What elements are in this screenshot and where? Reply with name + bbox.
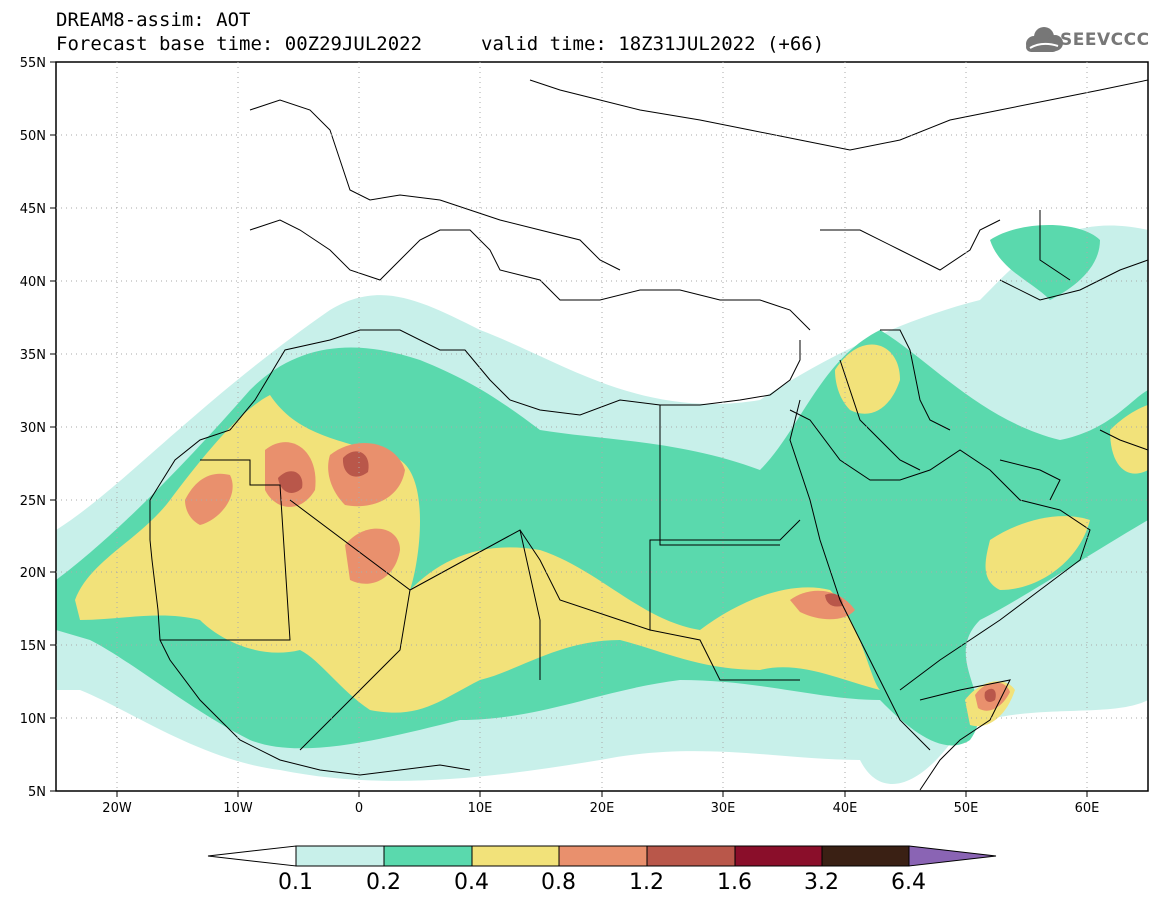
colorbar-label: 6.4 — [891, 870, 926, 895]
colorbar-label: 1.2 — [629, 870, 664, 895]
lon-label: 10W — [223, 801, 253, 816]
lon-label: 50E — [954, 801, 979, 816]
colorbar-swatch — [471, 845, 560, 867]
colorbar-label: 0.2 — [366, 870, 401, 895]
lon-label: 60E — [1075, 801, 1100, 816]
lon-label: 40E — [833, 801, 858, 816]
colorbar-swatch — [383, 845, 473, 867]
coastlines — [149, 79, 1148, 791]
lat-label: 50N — [20, 129, 46, 144]
colorbar-over-arrow — [908, 845, 997, 867]
colorbar-swatch — [558, 845, 648, 867]
colorbar-label: 0.8 — [541, 870, 576, 895]
lat-label: 40N — [20, 275, 46, 290]
lat-labels: 55N 50N 45N 40N 35N 30N 25N 20N 15N 10N … — [20, 56, 46, 800]
aot-field — [56, 225, 1148, 784]
lon-label: 20E — [590, 801, 615, 816]
lat-label: 5N — [28, 785, 46, 800]
colorbar — [207, 845, 997, 867]
colorbar-swatch — [295, 845, 385, 867]
lat-label: 15N — [20, 639, 46, 654]
lat-label: 20N — [20, 566, 46, 581]
lon-label: 30E — [711, 801, 736, 816]
lon-labels: 20W 10W 0 10E 20E 30E 40E 50E 60E — [102, 801, 1099, 816]
colorbar-under-arrow — [207, 845, 297, 867]
colorbar-label: 3.2 — [804, 870, 839, 895]
colorbar-swatch — [734, 845, 823, 867]
lat-label: 35N — [20, 348, 46, 363]
lat-label: 10N — [20, 712, 46, 727]
base-time-label: Forecast base time: 00Z29JUL2022 — [56, 33, 423, 55]
lat-label: 30N — [20, 421, 46, 436]
map-title: DREAM8-assim: AOT — [56, 9, 251, 31]
ticks — [50, 61, 1088, 797]
colorbar-swatch — [646, 845, 736, 867]
logo-text: SEEVCCC — [1060, 30, 1150, 50]
lon-label: 10E — [468, 801, 493, 816]
colorbar-swatch — [821, 845, 910, 867]
colorbar-label: 0.4 — [454, 870, 489, 895]
valid-time-label: valid time: 18Z31JUL2022 (+66) — [481, 33, 825, 55]
graticule — [56, 62, 1148, 791]
lon-label: 0 — [355, 801, 363, 816]
lat-label: 45N — [20, 202, 46, 217]
lat-label: 25N — [20, 494, 46, 509]
cloud-logo-icon — [1026, 27, 1063, 52]
colorbar-label: 1.6 — [717, 870, 752, 895]
lon-label: 20W — [102, 801, 132, 816]
colorbar-label: 0.1 — [278, 870, 313, 895]
lat-label: 55N — [20, 56, 46, 71]
